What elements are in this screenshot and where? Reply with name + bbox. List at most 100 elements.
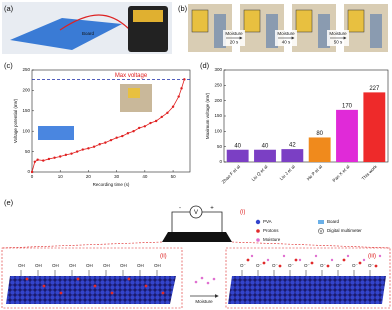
legend-icon <box>256 238 260 242</box>
moisture <box>346 254 350 258</box>
data-point <box>42 159 45 162</box>
panel-label: (b) <box>178 4 188 13</box>
oxide-group: O⁻ <box>352 263 359 268</box>
data-point <box>138 126 141 130</box>
step-label: Moisture <box>329 31 347 36</box>
step-time: 20 s <box>230 40 239 45</box>
y-tick-label: 250 <box>214 83 222 88</box>
reference-label: Max voltage <box>115 73 148 79</box>
inset-photo <box>38 126 74 140</box>
zoom-line <box>1 241 391 249</box>
data-point <box>177 95 180 98</box>
bar <box>308 137 331 162</box>
hydroxyl-group: OH <box>103 263 110 268</box>
plus-sign: + <box>210 206 214 212</box>
moisture <box>330 258 334 262</box>
y-tick-label: 0 <box>27 169 30 174</box>
y-tick-label: 100 <box>22 128 30 133</box>
board-label: Board <box>82 31 95 36</box>
pva-layer <box>6 276 176 304</box>
proton <box>358 261 362 265</box>
bar <box>254 149 276 162</box>
proton <box>374 264 378 268</box>
legend-label: Board <box>327 219 340 224</box>
y-tick-label: 100 <box>214 129 222 134</box>
hydroxyl-group: OH <box>69 263 76 268</box>
step-time: 40 s <box>282 40 291 45</box>
zoom-box <box>225 247 391 309</box>
moisture <box>282 254 286 258</box>
data-point <box>70 152 73 155</box>
y-tick-label: 0 <box>219 159 222 164</box>
board-shape <box>10 18 122 50</box>
data-point <box>104 141 107 144</box>
data-point <box>81 148 84 151</box>
hydroxyl-group: OH <box>137 263 144 268</box>
step-time: 50 s <box>334 40 343 45</box>
legend-icon <box>255 219 261 225</box>
data-point <box>30 170 34 174</box>
oxide-group: O⁻ <box>320 263 327 268</box>
proton <box>246 258 250 262</box>
data-point <box>143 125 147 128</box>
wire <box>59 14 131 31</box>
data-point <box>98 143 101 146</box>
y-tick-label: 50 <box>25 149 31 154</box>
legend-label: Digital multimeter <box>327 228 362 233</box>
data-point <box>171 105 175 108</box>
data-point <box>132 130 135 133</box>
x-axis-label: Recording time (s) <box>93 182 130 187</box>
data-point <box>154 119 158 123</box>
bar <box>336 109 358 162</box>
bar <box>281 149 304 162</box>
legend-icon <box>256 229 260 233</box>
x-tick-label: Zhao F et al <box>221 164 242 185</box>
panel-a: Board (a) <box>2 2 172 54</box>
oxide-group: O⁻ <box>304 263 311 268</box>
value-label: 80 <box>316 131 323 137</box>
data-point <box>126 132 130 135</box>
value-label: 227 <box>369 86 380 92</box>
part-label: (ii) <box>160 254 167 260</box>
bar <box>226 149 249 162</box>
moisture <box>314 254 318 258</box>
proton <box>110 291 114 295</box>
step-label: Moisture <box>277 31 295 36</box>
droplets <box>194 276 216 285</box>
y-tick-label: 200 <box>22 88 30 93</box>
value-label: 42 <box>289 143 296 149</box>
legend-label: PVA <box>263 219 272 224</box>
oxide-group: O⁻ <box>240 263 247 268</box>
multimeter <box>191 9 209 33</box>
y-axis-label: Voltage potential (mV) <box>13 98 18 143</box>
proton <box>294 258 298 262</box>
oxide-group: O⁻ <box>288 263 295 268</box>
data-point <box>183 78 186 81</box>
value-label: 40 <box>234 143 241 149</box>
moisture <box>362 258 366 262</box>
board-shape <box>162 232 232 242</box>
data-point <box>75 150 79 153</box>
part-label: (i) <box>240 210 245 216</box>
hydroxyl-group: OH <box>86 263 93 268</box>
hydroxyl-group: OH <box>35 263 42 268</box>
moisture <box>250 254 254 258</box>
oxide-group: O⁻ <box>272 263 279 268</box>
panel-label: (d) <box>200 61 210 70</box>
multimeter <box>295 9 313 33</box>
y-tick-label: 200 <box>214 98 222 103</box>
x-tick-label: 20 <box>86 174 92 179</box>
meter-icon <box>189 205 203 219</box>
proton <box>59 291 63 295</box>
proton <box>76 277 80 281</box>
data-point <box>149 121 152 125</box>
hydroxyl-group: OH <box>18 263 25 268</box>
data-point <box>180 87 183 90</box>
proton <box>25 277 29 281</box>
bar <box>363 92 386 162</box>
proton <box>144 284 148 288</box>
proton <box>278 264 282 268</box>
proton <box>262 261 266 265</box>
panel-label: (e) <box>4 198 14 207</box>
